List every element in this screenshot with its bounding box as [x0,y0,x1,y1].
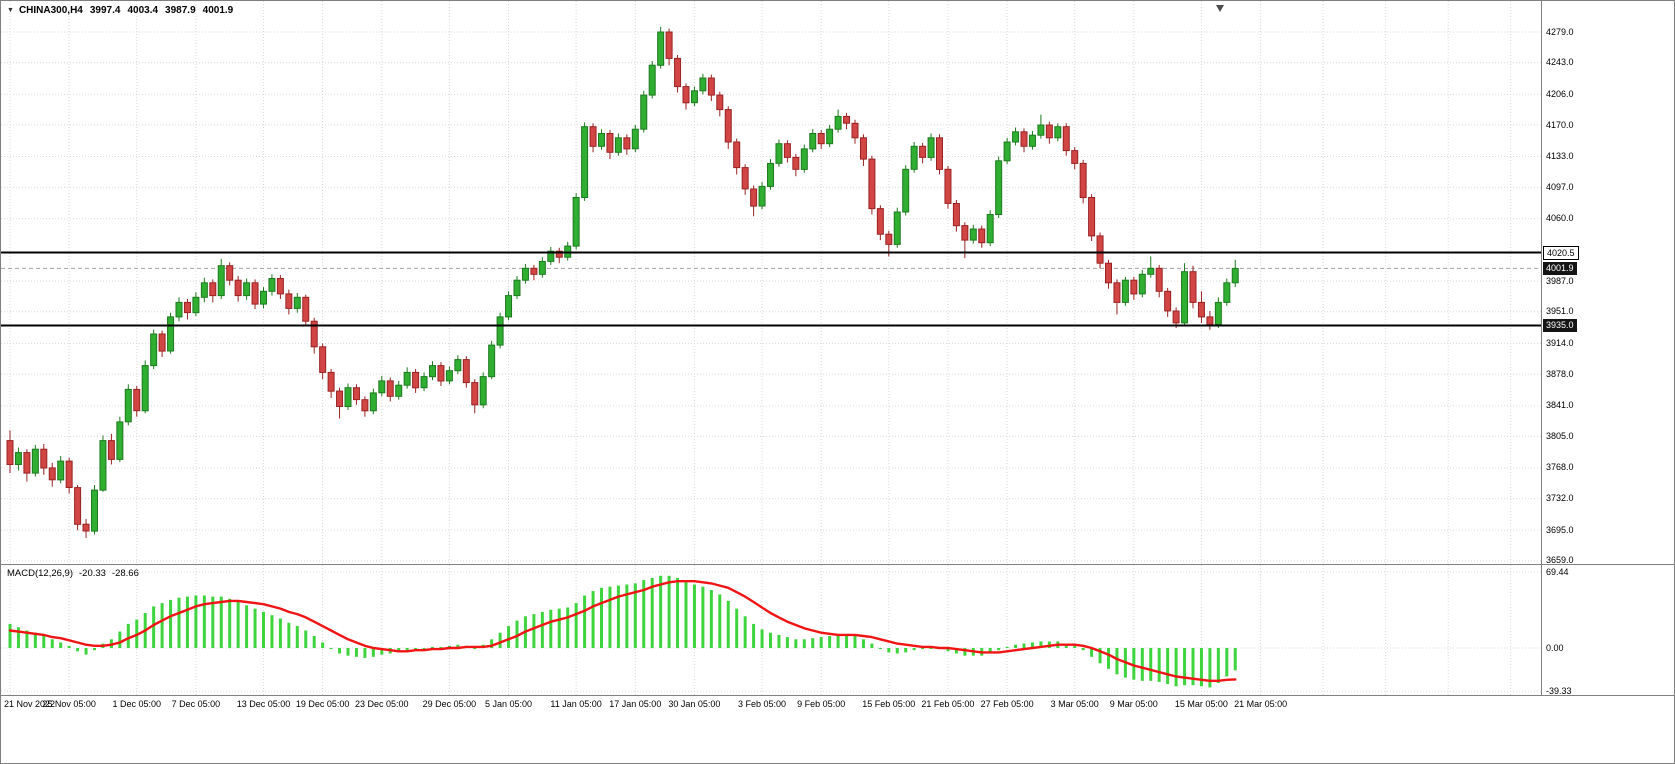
time-axis-label: 13 Dec 05:00 [236,699,291,709]
price-tick-label: 4243.0 [1546,57,1574,68]
bar-close-value: 4001.9 [202,5,234,16]
time-axis-label: 15 Feb 05:00 [862,699,916,709]
time-axis-label: 21 Feb 05:00 [921,699,975,709]
price-tick-label: 4097.0 [1546,181,1574,192]
price-tick-label: 3951.0 [1546,306,1574,317]
time-axis-label: 9 Feb 05:00 [797,699,846,709]
bid-price-tag: 4001.9 [1543,261,1577,275]
time-axis-label: 27 Feb 05:00 [980,699,1034,709]
price-tick-label: 4170.0 [1546,119,1574,130]
hline-price-tag: 3935.0 [1543,318,1577,332]
time-axis-label: 21 Mar 05:00 [1234,699,1288,709]
macd-grid-lines [1,565,1541,695]
price-tick-label: 3914.0 [1546,337,1574,348]
macd-tick-label: -39.33 [1546,685,1572,696]
price-tick-label: 3878.0 [1546,368,1574,379]
price-tick-label: 4279.0 [1546,26,1574,37]
one-click-trading-arrow-icon[interactable]: ▼ [7,7,14,14]
macd-histogram [8,575,1237,688]
indicator-signal-value: -28.66 [111,568,139,579]
time-axis-label: 7 Dec 05:00 [171,699,221,709]
indicator-label: MACD(12,26,9) -20.33 -28.66 [7,568,139,579]
bar-high-value: 4003.4 [127,5,159,16]
price-tick-label: 3987.0 [1546,275,1574,286]
time-axis-label: 21 Nov 2022 [4,699,56,709]
bar-low-value: 3987.9 [165,5,196,16]
hline-price-tag: 4020.5 [1543,245,1579,260]
time-axis[interactable]: 21 Nov 2022 25 Nov 05:00 1 Dec 05:00 7 Dec … [1,696,1674,714]
time-axis-label: 17 Jan 05:00 [609,699,662,709]
macd-tick-label: 69.44 [1546,566,1569,577]
bar-open-value: 3997.4 [89,5,121,16]
time-axis-label: 30 Jan 05:00 [668,699,721,709]
time-axis-label: 25 Nov 05:00 [42,699,96,709]
symbol-ohlc-header: ▼ CHINA300,H4 3997.4 4003.4 3987.9 4001.… [7,5,233,16]
price-tick-label: 4133.0 [1546,151,1574,161]
time-axis-label: 11 Jan 05:00 [550,699,602,709]
time-axis-label: 15 Mar 05:00 [1174,699,1228,709]
axis-separator [1,695,1674,696]
candles-series [6,26,1239,538]
grid-lines [1,1,1541,564]
macd-axis: 69.44 0.00 -39.33 [1542,565,1674,696]
time-axis-label: 19 Dec 05:00 [295,699,350,709]
time-axis-label: 9 Mar 05:00 [1109,699,1158,709]
price-tick-label: 4060.0 [1546,213,1574,224]
time-axis-label: 23 Dec 05:00 [355,699,409,709]
price-tick-label: 3805.0 [1546,430,1574,441]
price-tick-label: 4206.0 [1546,88,1574,99]
indicator-main-value: -20.33 [79,568,106,579]
time-axis-label: 3 Feb 05:00 [737,699,787,709]
chart-shift-marker[interactable] [1216,5,1224,12]
symbol-timeframe-label: CHINA300,H4 [18,5,83,16]
price-axis-separator [1541,1,1542,695]
price-tick-label: 3841.0 [1546,400,1574,411]
time-axis-label: 29 Dec 05:00 [422,699,477,709]
time-axis-label: 1 Dec 05:00 [112,699,162,709]
indicator-name: MACD(12,26,9) [7,568,73,579]
time-axis-label: 3 Mar 05:00 [1050,699,1099,709]
macd-tick-label: 0.00 [1546,642,1564,653]
panel-separator[interactable] [1,564,1674,565]
macd-panel[interactable] [1,565,1541,695]
price-tick-label: 3695.0 [1546,524,1574,535]
price-tick-label: 3768.0 [1546,462,1574,473]
time-axis-label: 5 Jan 05:00 [484,699,533,709]
price-tick-label: 3659.0 [1546,555,1574,566]
macd-signal-line [8,580,1237,683]
price-chart[interactable] [1,1,1541,564]
horizontal-line-objects[interactable] [1,251,1541,327]
price-axis[interactable]: 4279.0 4243.0 4206.0 4170.0 4133.0 4097.0 4060… [1542,1,1674,566]
price-tick-label: 3732.0 [1546,493,1574,504]
